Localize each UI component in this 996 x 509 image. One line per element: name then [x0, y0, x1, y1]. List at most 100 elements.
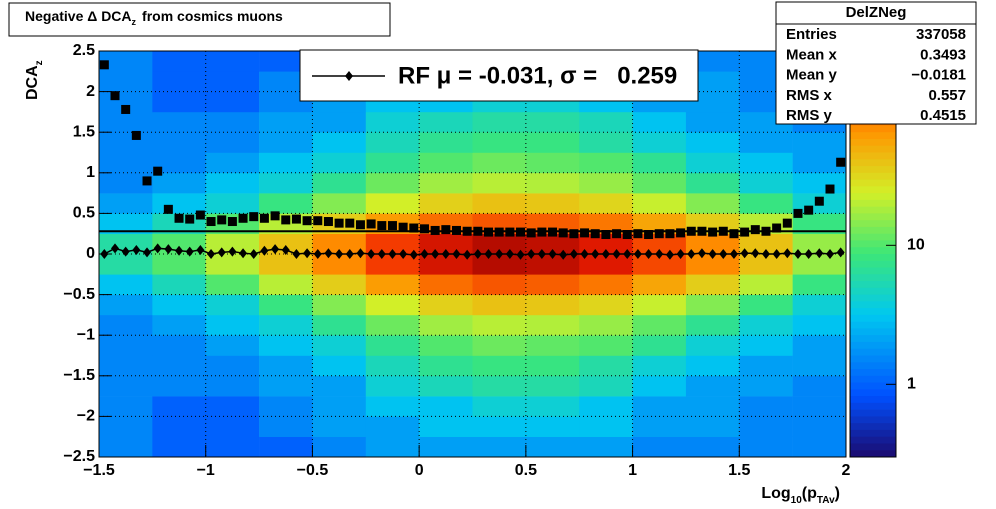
- heatmap-cell: [365, 193, 420, 214]
- heatmap-cell: [365, 335, 420, 356]
- chart-title: Negative Δ DCAz from cosmics muons: [25, 8, 283, 28]
- square-marker: [548, 227, 558, 237]
- colorbar-step: [850, 247, 896, 255]
- heatmap-cell: [419, 172, 473, 194]
- heatmap-cell: [685, 436, 740, 458]
- heatmap-cell: [792, 152, 847, 174]
- heatmap-cell: [632, 416, 687, 437]
- y-tick-label: −0.5: [63, 286, 95, 303]
- diamond-marker: [409, 249, 418, 260]
- diamond-marker: [441, 249, 450, 259]
- heatmap-cell: [632, 436, 687, 458]
- heatmap-cell: [472, 254, 527, 275]
- heatmap-cell: [365, 294, 420, 316]
- diamond-marker: [772, 249, 781, 259]
- heatmap-cell: [685, 335, 740, 356]
- heatmap-cell: [259, 71, 313, 92]
- label-part: Log: [761, 485, 790, 502]
- heatmap-cell: [525, 294, 580, 316]
- square-marker: [291, 214, 301, 224]
- y-tick-label: −2: [77, 408, 95, 425]
- heatmap-cell: [205, 152, 260, 174]
- heatmap-cell: [259, 132, 313, 153]
- heatmap-cell: [525, 436, 580, 458]
- square-marker: [633, 229, 643, 239]
- colorbar-step: [850, 301, 896, 309]
- heatmap-cell: [685, 51, 740, 72]
- heatmap-cell: [739, 274, 793, 295]
- colorbar-step: [850, 308, 896, 316]
- colorbar-step: [850, 267, 896, 275]
- heatmap-cell: [365, 254, 420, 275]
- heatmap-cell: [152, 436, 207, 458]
- heatmap-cell: [419, 152, 473, 174]
- heatmap-cell: [365, 233, 420, 255]
- square-marker: [622, 230, 632, 240]
- heatmap-cell: [525, 314, 580, 336]
- heatmap-cell: [632, 193, 687, 214]
- x-axis-label: Log10(pTAv): [761, 485, 840, 505]
- heatmap-cell: [205, 375, 260, 397]
- heatmap-cell: [205, 294, 260, 316]
- colorbar-step: [850, 199, 896, 208]
- square-marker: [259, 213, 269, 223]
- heatmap-cell: [152, 51, 207, 72]
- diamond-marker: [452, 249, 461, 259]
- heatmap-cell: [205, 274, 260, 295]
- heatmap-cell: [685, 91, 740, 113]
- heatmap-cell: [365, 416, 420, 437]
- heatmap-cell: [685, 193, 740, 214]
- heatmap-cell: [739, 436, 793, 458]
- heatmap-cell: [365, 375, 420, 397]
- diamond-marker: [644, 249, 653, 259]
- square-marker: [580, 228, 590, 238]
- heatmap-cell: [632, 355, 687, 377]
- heatmap-cell: [259, 274, 313, 295]
- square-marker: [334, 218, 344, 228]
- diamond-marker: [527, 249, 536, 259]
- heatmap-cell: [792, 314, 847, 336]
- heatmap-cell: [739, 193, 793, 214]
- legend-marker: [345, 71, 353, 81]
- square-marker: [665, 229, 675, 239]
- heatmap-cell: [685, 172, 740, 194]
- diamond-marker: [303, 248, 312, 259]
- colorbar-step: [850, 159, 896, 167]
- heatmap-cell: [739, 294, 793, 316]
- diamond-marker: [335, 249, 344, 259]
- heatmap-cell: [205, 51, 260, 72]
- square-marker: [654, 229, 664, 239]
- label-part: TAv: [817, 495, 835, 506]
- colorbar-step: [850, 369, 896, 377]
- square-marker: [558, 228, 568, 238]
- colorbar-step: [850, 335, 896, 343]
- heatmap-cell: [259, 335, 313, 356]
- diamond-marker: [697, 248, 706, 259]
- heatmap-cell: [259, 396, 313, 417]
- square-marker: [462, 226, 472, 236]
- heatmap-cell: [99, 152, 153, 174]
- diamond-marker: [196, 244, 205, 255]
- colorbar-step: [850, 145, 896, 153]
- square-marker: [217, 215, 227, 225]
- heatmap-cell: [525, 396, 580, 417]
- colorbar-step: [850, 429, 896, 438]
- square-marker: [281, 215, 291, 225]
- square-marker: [793, 208, 803, 218]
- heatmap-cell: [579, 294, 633, 316]
- colorbar-step: [850, 341, 896, 350]
- heatmap-cell: [259, 375, 313, 397]
- y-tick-label: 0.5: [73, 205, 95, 222]
- heatmap-cell: [579, 172, 633, 194]
- diamond-marker: [100, 249, 109, 259]
- diamond-marker: [761, 249, 770, 259]
- heatmap-cell: [632, 294, 687, 316]
- heatmap-cell: [525, 172, 580, 194]
- square-marker: [590, 229, 600, 239]
- diamond-marker: [239, 248, 248, 259]
- square-marker: [484, 227, 494, 237]
- heatmap-cell: [259, 193, 313, 214]
- heatmap-cell: [739, 152, 793, 174]
- heatmap-cell: [579, 314, 633, 336]
- square-marker: [99, 60, 109, 70]
